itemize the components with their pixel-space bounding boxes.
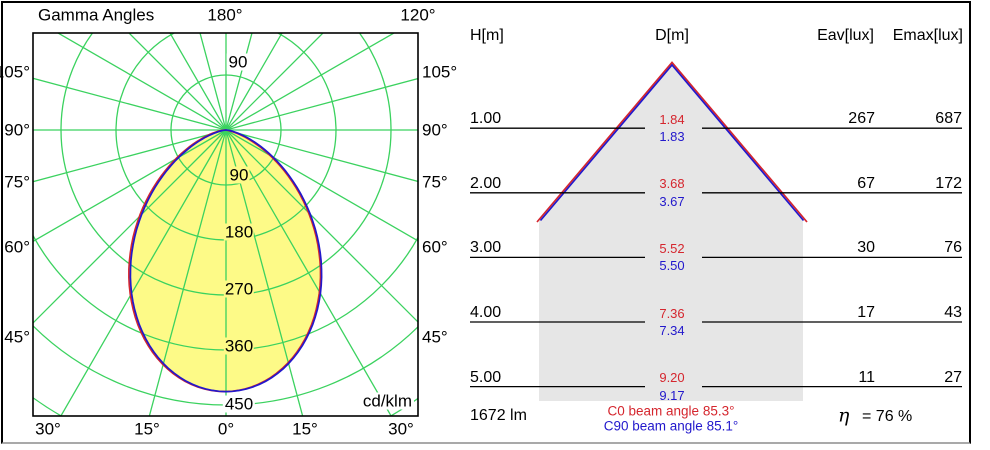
gamma-label-left-45: 45°: [4, 327, 30, 347]
gamma-label-right-105: 105°: [422, 62, 458, 82]
row-emax: 76: [944, 239, 962, 257]
gamma-label-right-90: 90°: [422, 120, 448, 140]
row-eav: 30: [857, 239, 875, 257]
row-d-c0: 7.36: [659, 305, 685, 321]
luminous-flux-label: 1672 lm: [470, 407, 527, 424]
ring-label-90: 90: [228, 165, 250, 185]
ring-label-360: 360: [223, 336, 255, 356]
col-header-emax: Emax[lux]: [892, 27, 963, 44]
c90-beam-angle-note: C90 beam angle 85.1°: [603, 418, 739, 434]
row-d-c90: 7.34: [659, 323, 685, 338]
col-header-d: D[m]: [655, 27, 689, 44]
cone-c0-edge: [536, 61, 808, 223]
gamma-label-right-60: 60°: [422, 237, 448, 257]
row-eav: 17: [857, 304, 875, 321]
gamma-label-180: 180°: [207, 5, 243, 25]
gamma-label-bottom-30l: 30°: [35, 419, 61, 439]
row-emax: 27: [944, 368, 962, 386]
row-d-c0: 5.52: [659, 240, 685, 256]
col-header-h: H[m]: [470, 27, 504, 44]
gamma-label-bottom-15r: 15°: [292, 419, 318, 439]
ring-label-90-upper: 90: [226, 52, 250, 72]
col-header-eav: Eav[lux]: [817, 27, 874, 44]
outer-frame: [1, 1, 971, 444]
gamma-label-right-75: 75°: [422, 172, 448, 192]
row-d-c0: 9.20: [659, 370, 685, 386]
row-d-c0: 3.68: [659, 176, 685, 192]
gamma-label-left-105: 105°: [0, 62, 30, 82]
row-height: 5.00: [470, 368, 502, 386]
gamma-label-bottom-30r: 30°: [388, 419, 414, 439]
gamma-label-right-45: 45°: [422, 327, 448, 347]
table-row-lines: [470, 127, 962, 388]
row-d-c0: 1.84: [659, 111, 685, 127]
gamma-label-left-75: 75°: [4, 172, 30, 192]
ring-label-180: 180: [223, 222, 255, 242]
cone-fill: [539, 64, 803, 401]
row-d-c90: 9.17: [659, 387, 685, 403]
gamma-label-left-90: 90°: [4, 120, 30, 140]
row-d-c90: 5.50: [659, 258, 685, 274]
row-height: 4.00: [470, 304, 502, 321]
row-eav: 267: [848, 110, 875, 128]
row-height: 3.00: [470, 239, 502, 257]
polar-plot-box: [32, 32, 419, 417]
cone-diagram: [536, 61, 808, 401]
row-d-c90: 3.67: [659, 193, 685, 209]
gamma-label-bottom-15l: 15°: [134, 419, 160, 439]
gamma-label-bottom-0: 0°: [217, 419, 235, 439]
ring-label-270: 270: [223, 279, 255, 299]
row-emax: 687: [935, 110, 962, 128]
polar-unit-label: cd/klm: [360, 391, 414, 411]
eta-symbol: η: [838, 404, 850, 427]
row-eav: 11: [858, 368, 875, 386]
gamma-label-120-right: 120°: [400, 5, 436, 25]
row-height: 1.00: [470, 110, 502, 128]
c0-beam-angle-note: C0 beam angle 85.3°: [607, 403, 735, 419]
row-d-c90: 1.83: [659, 129, 685, 145]
row-emax: 43: [944, 304, 962, 321]
polar-title: Gamma Angles: [38, 5, 155, 25]
cone-c90-edge: [539, 63, 805, 222]
row-eav: 67: [857, 174, 875, 192]
c90-curve: [129, 129, 323, 393]
eta-value: = 76 %: [862, 408, 913, 425]
row-emax: 172: [935, 174, 962, 192]
ring-label-450: 450: [222, 394, 256, 414]
gamma-label-left-60: 60°: [4, 237, 30, 257]
row-height: 2.00: [470, 174, 502, 192]
